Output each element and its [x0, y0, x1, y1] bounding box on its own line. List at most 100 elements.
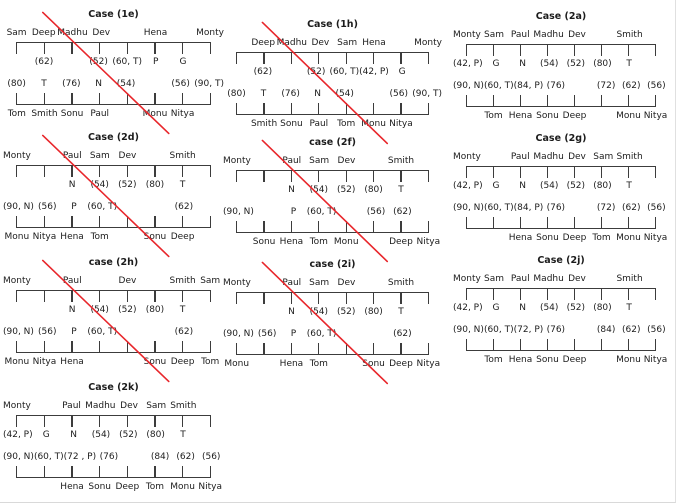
bottom-names-label: Deep [562, 355, 587, 365]
bottom-values-label: (56) [647, 325, 666, 335]
top-names-label [590, 273, 616, 285]
bracket-tick [372, 170, 375, 182]
bracket-tick [16, 290, 18, 302]
bottom-values-label: (90, N) [3, 202, 34, 212]
top-names-label: Paul [510, 30, 530, 40]
case-title: Case (1e) [88, 9, 139, 20]
bracket-tick [71, 415, 73, 427]
bottom-values-label: (76) [546, 325, 566, 335]
bracket-tick [236, 292, 238, 304]
bottom-names-label: Hena [60, 482, 84, 492]
top-values-label: (80) [145, 305, 165, 315]
top-names-label: Monty [3, 276, 31, 286]
top-names-label [31, 400, 58, 412]
bottom-values-label [568, 80, 593, 92]
top-names-label: Dev [118, 151, 137, 161]
top-values-label: (42, P) [453, 59, 483, 69]
top-values-label: (80) [145, 180, 165, 190]
top-values-label: (54) [91, 430, 111, 440]
bottom-values-label: (72) [596, 81, 616, 91]
bracket-tick [290, 52, 293, 64]
bottom-names-label: Tom [484, 355, 503, 365]
case-title: Case (2k) [88, 382, 139, 393]
bracket-tick [654, 217, 657, 229]
top-names-label: Monty [3, 151, 31, 161]
bracket-tick [181, 42, 184, 54]
top-values-label: G [492, 181, 500, 191]
case-2j: Case (2j) Monty Sam Paul Madhu Dev Smith (42,… [453, 254, 669, 366]
bottom-names-label: Monu [616, 355, 641, 365]
bracket-tick [16, 341, 18, 353]
bottom-values-label: (54) [116, 79, 136, 89]
bottom-values-label: N [95, 79, 103, 89]
bottom-names-label [453, 232, 480, 244]
top-values-label: (52) [336, 185, 356, 195]
bottom-bracket [453, 216, 669, 229]
bottom-names-row: Hena Sonu Deep Tom Monu Nitya [453, 232, 669, 244]
bracket-tick [16, 93, 18, 105]
top-names-label: Sam [309, 156, 330, 166]
top-values-label [31, 304, 59, 316]
bottom-names-row: Tom Smith Sonu Paul Monu Nitya [3, 108, 224, 120]
bracket-tick [400, 292, 402, 304]
top-names-label: Dev [337, 278, 356, 288]
top-names-label: Sam [593, 152, 614, 162]
bottom-values-label: (62) [393, 207, 412, 217]
bottom-names-label: Nitya [643, 233, 668, 243]
bracket-tick [16, 165, 18, 177]
top-values-label: (42, P) [3, 430, 33, 440]
bottom-values-label: (80) [227, 89, 246, 99]
bottom-values-label: P [290, 207, 297, 217]
bottom-names-label [588, 354, 615, 366]
top-values-label: N [519, 181, 526, 191]
bracket-tick [627, 44, 630, 56]
bottom-names-label [250, 358, 277, 370]
bottom-values-label: (62) [622, 203, 641, 213]
top-values-label: (80) [593, 181, 612, 191]
top-names-label: Smith [616, 274, 643, 284]
bracket-tick [16, 216, 18, 228]
top-values-row: (42, P) G N (54) (52) (80) T [453, 302, 669, 314]
bottom-names-row: Monu Nitya Hena Tom Sonu Deep [3, 231, 224, 243]
row-gap [223, 318, 442, 328]
bottom-bracket [3, 465, 224, 478]
bracket-tick [627, 217, 630, 229]
bracket-tick [209, 165, 211, 177]
top-bracket [223, 52, 442, 65]
bracket-tick [236, 52, 238, 64]
bracket-tick [71, 93, 73, 105]
bracket-tick [71, 216, 73, 228]
bracket-tick [546, 217, 549, 229]
bracket-tick [627, 95, 630, 107]
top-names-label: Dev [568, 30, 586, 40]
top-names-label [481, 151, 507, 163]
bracket-tick [492, 217, 495, 229]
bottom-names-label [223, 118, 250, 130]
bottom-names-label: Deep [170, 357, 195, 367]
bracket-tick [209, 415, 211, 427]
bottom-names-label: Hena [60, 232, 84, 242]
bottom-names-label: Sonu [143, 232, 167, 242]
case-title: Case (1h) [307, 19, 358, 30]
bottom-values-label: P [71, 327, 77, 337]
bottom-names-label [360, 236, 387, 248]
bracket-tick [600, 217, 603, 229]
bracket-tick [519, 166, 522, 178]
bottom-values-label: (76) [281, 89, 300, 99]
bottom-names-label: Nitya [416, 359, 441, 369]
bracket-tick [318, 292, 320, 304]
bottom-values-label [358, 88, 385, 100]
bottom-names-label: Tom [90, 232, 109, 242]
top-names-label: Monty [223, 278, 251, 288]
bottom-bracket [453, 338, 669, 351]
top-values-label: (54) [539, 181, 559, 191]
top-names-row: Deep Madhu Dev Sam Hena Monty [223, 37, 442, 49]
top-bracket [223, 170, 442, 183]
bottom-values-label: (62) [176, 452, 195, 462]
top-names-label [387, 37, 414, 49]
bracket-tick [181, 415, 184, 427]
bracket-tick [519, 217, 522, 229]
bottom-names-row: Sonu Hena Tom Monu Deep Nitya [223, 236, 442, 248]
top-names-label [415, 277, 442, 289]
bracket-tick [546, 339, 549, 351]
